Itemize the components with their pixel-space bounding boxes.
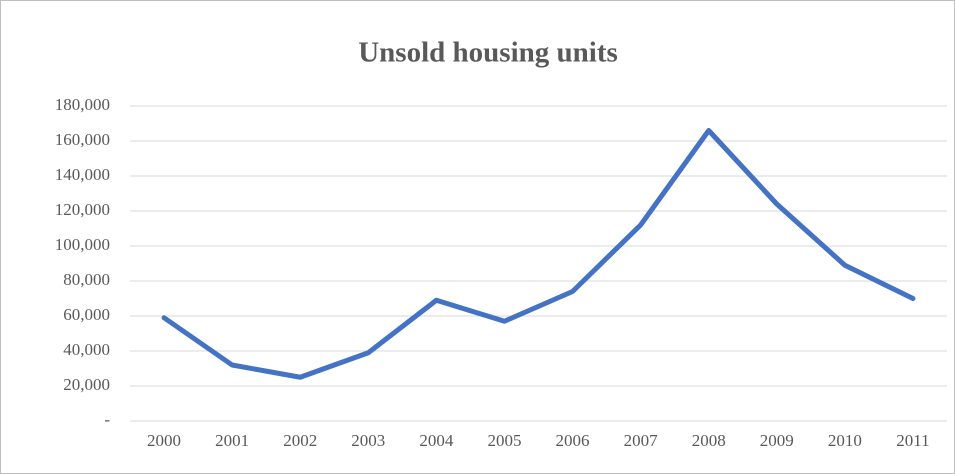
x-tick-label: 2007 (624, 431, 659, 450)
x-tick-label: 2011 (896, 431, 929, 450)
y-tick-label: 180,000 (55, 95, 110, 114)
x-tick-label: 2008 (692, 431, 726, 450)
x-tick-label: 2009 (760, 431, 794, 450)
y-tick-label: 140,000 (55, 165, 110, 184)
y-tick-label: 120,000 (55, 200, 110, 219)
x-tick-label: 2010 (828, 431, 862, 450)
x-tick-label: 2006 (556, 431, 590, 450)
y-tick-label: 160,000 (55, 130, 110, 149)
x-tick-label: 2001 (215, 431, 249, 450)
x-tick-label: 2000 (147, 431, 181, 450)
x-tick-label: 2003 (351, 431, 385, 450)
y-tick-label: 40,000 (63, 340, 110, 359)
x-tick-label: 2005 (487, 431, 521, 450)
y-tick-label: 100,000 (55, 235, 110, 254)
line-series (161, 128, 916, 380)
x-tick-label: 2004 (419, 431, 454, 450)
y-tick-label: 80,000 (63, 270, 110, 289)
x-tick-label: 2002 (283, 431, 317, 450)
y-tick-label: 60,000 (63, 305, 110, 324)
y-tick-label: 20,000 (63, 375, 110, 394)
y-tick-label: - (104, 410, 110, 429)
chart-title: Unsold housing units (358, 37, 618, 69)
